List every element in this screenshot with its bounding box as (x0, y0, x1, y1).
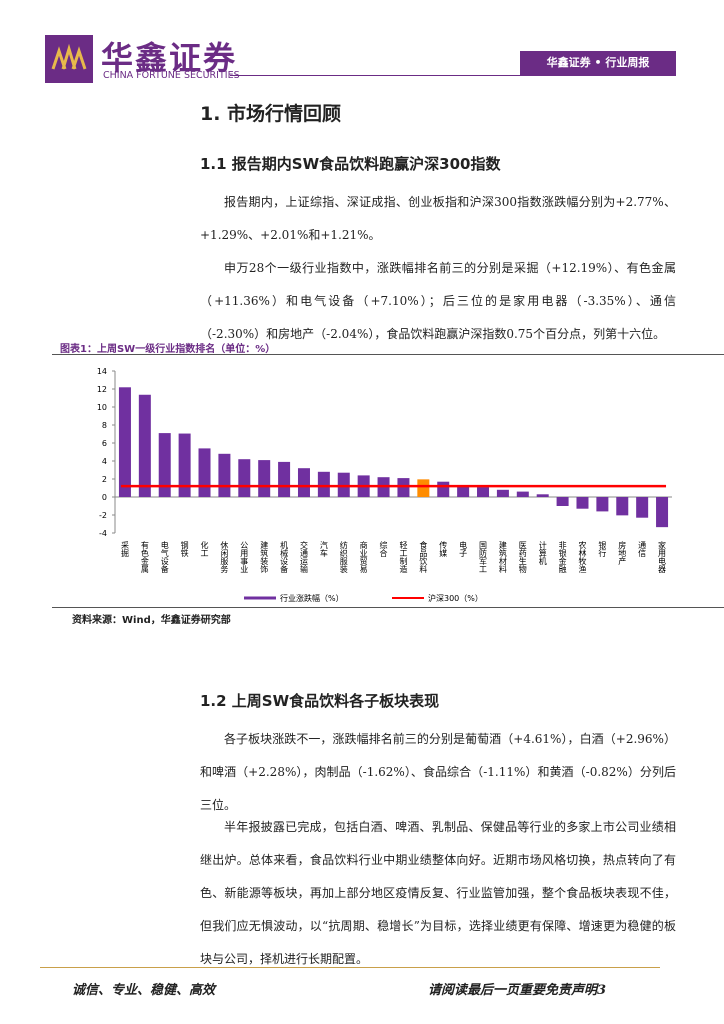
bar (337, 472, 350, 497)
x-tick-label: 电气设备 (160, 540, 169, 574)
x-tick-label: 公用事业 (240, 541, 249, 573)
bar (118, 387, 131, 497)
x-tick-label: 传媒 (439, 540, 448, 558)
logo-english: CHINA FORTUNE SECURITIES (103, 70, 240, 81)
logo-text: 华鑫证券 (101, 39, 238, 77)
figure-source: 资料来源：Wind，华鑫证券研究部 (72, 615, 231, 626)
footer-notice: 请阅读最后一页重要免责声明3 (428, 979, 606, 998)
x-tick-label: 电子 (459, 540, 468, 557)
legend-label: 行业涨跌幅（%） (280, 593, 344, 603)
figure-rule (52, 354, 724, 355)
y-tick-label: 4 (102, 457, 107, 466)
bar (198, 448, 211, 497)
x-tick-label: 纺织服装 (339, 540, 348, 574)
x-tick-label: 化工 (200, 540, 209, 557)
footer-notice-text: 请阅读最后一页重要免责声明 (428, 983, 598, 998)
x-tick-label: 通信 (638, 540, 647, 558)
bar (496, 489, 509, 497)
x-tick-label: 钢铁 (180, 540, 189, 558)
figure-rule (52, 607, 724, 608)
x-tick-label: 休闲服务 (220, 540, 229, 574)
y-tick-label: 12 (97, 385, 107, 394)
x-tick-label: 银行 (598, 540, 607, 558)
y-tick-label: 14 (97, 367, 107, 376)
x-tick-label: 计算机 (538, 540, 547, 566)
legend-swatch (244, 596, 276, 600)
page-number: 3 (597, 983, 607, 998)
bar (417, 479, 430, 497)
bar (616, 497, 629, 516)
bar (516, 491, 529, 497)
paragraph: 报告期内，上证综指、深证成指、创业板指和沪深300指数涨跌幅分别为+2.77%、… (200, 195, 676, 242)
section-title: 1. 市场行情回顾 (200, 103, 342, 125)
y-tick-label: 2 (102, 475, 107, 484)
subsection-title: 1.2 上周SW食品饮料各子板块表现 (200, 692, 440, 710)
figure-caption: 图表1：上周SW一级行业指数排名（单位：%） (60, 344, 276, 355)
header-rule (230, 75, 676, 76)
x-tick-label: 非银金融 (558, 540, 567, 574)
paragraph: 申万28个一级行业指数中，涨跌幅排名前三的分别是采掘（+12.19%）、有色金属… (200, 261, 676, 341)
x-tick-label: 食品饮料 (419, 540, 428, 574)
paragraph: 半年报披露已完成，包括白酒、啤酒、乳制品、保健品等行业的多家上市公司业绩相继出炉… (200, 820, 676, 966)
bar (556, 497, 569, 506)
legend-label: 沪深300（%） (428, 593, 483, 603)
bar (238, 459, 251, 497)
x-tick-label: 家用电器 (658, 540, 667, 574)
bar (278, 461, 291, 497)
x-tick-label: 机械设备 (280, 540, 289, 574)
x-tick-label: 国防军工 (479, 541, 488, 573)
x-tick-label: 商业贸易 (359, 540, 368, 574)
x-tick-label: 综合 (379, 540, 388, 558)
x-tick-label: 建筑材料 (498, 540, 507, 574)
y-tick-label: 0 (102, 493, 107, 502)
bar (317, 471, 330, 497)
y-tick-label: 10 (97, 403, 107, 412)
x-tick-label: 房地产 (618, 540, 627, 566)
x-tick-label: 医药生物 (518, 541, 527, 574)
bar (636, 497, 649, 518)
bar (576, 497, 589, 509)
x-tick-label: 有色金属 (140, 540, 149, 574)
bar (656, 497, 669, 528)
bar (158, 433, 171, 497)
bar (437, 481, 450, 497)
chart: -4 -2 0 2 4 6 8 10 12 14 采掘 有色金属 电气设备 钢铁 化工 休闲服务 公用事业 建筑装… (97, 367, 672, 603)
y-tick-label: -2 (99, 511, 107, 520)
bar (397, 478, 410, 497)
x-tick-label: 建筑装饰 (260, 540, 269, 574)
bar (138, 394, 151, 497)
bar (536, 494, 549, 497)
y-tick-label: 8 (102, 421, 107, 430)
x-tick-label: 农林牧渔 (578, 540, 587, 573)
subsection-title: 1.1 报告期内SW食品饮料跑赢沪深300指数 (200, 155, 501, 173)
x-tick-label: 交通运输 (299, 540, 308, 574)
bar (477, 487, 490, 497)
logo-icon (45, 35, 93, 83)
footer-rule (40, 967, 660, 968)
bar (596, 497, 609, 512)
x-tick-label: 采掘 (120, 540, 129, 558)
bar (258, 460, 271, 497)
y-tick-label: 6 (102, 439, 107, 448)
bar (218, 453, 231, 497)
x-tick-label: 汽车 (319, 540, 328, 558)
bar (297, 468, 310, 497)
header-tag: 华鑫证券 • 行业周报 (520, 51, 676, 75)
footer-motto: 诚信、专业、稳健、高效 (72, 983, 216, 998)
bar (178, 433, 191, 497)
y-tick-label: -4 (99, 529, 107, 538)
x-tick-label: 轻工制造 (399, 540, 408, 574)
bar (457, 486, 470, 497)
paragraph: 各子板块涨跌不一，涨跌幅排名前三的分别是葡萄酒（+4.61%），白酒（+2.96… (200, 732, 676, 812)
